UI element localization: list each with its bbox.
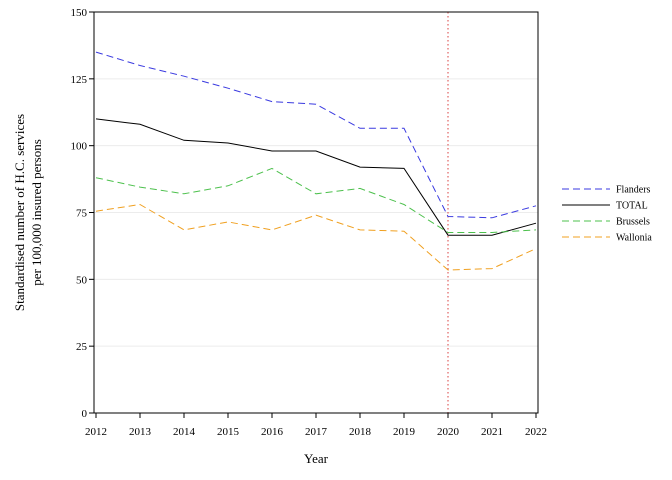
- y-tick-label: 75: [76, 208, 88, 220]
- y-tick-label: 0: [82, 408, 88, 420]
- x-tick-label: 2018: [349, 426, 372, 438]
- legend-label-total: TOTAL: [616, 201, 648, 212]
- series-line-flanders: [95, 51, 537, 219]
- y-tick-label: 125: [71, 74, 88, 86]
- x-tick-label: 2015: [217, 426, 240, 438]
- y-tick-label: 150: [71, 7, 88, 19]
- x-axis-title: Year: [304, 451, 329, 466]
- x-tick-label: 2021: [481, 426, 503, 438]
- series-line-brussels: [95, 167, 537, 233]
- y-axis-title-line-2: per 100,000 insured persons: [29, 139, 44, 286]
- y-axis-title-line-1: Standardised number of H.C. services: [12, 114, 27, 311]
- x-tick-label: 2022: [525, 426, 547, 438]
- y-tick-label: 25: [76, 341, 88, 353]
- x-tick-label: 2016: [261, 426, 284, 438]
- legend: Flanders TOTAL Brussels Wallonia: [562, 185, 652, 244]
- y-axis-title: Standardised number of H.C. services per…: [12, 114, 44, 311]
- x-tick-label: 2019: [393, 426, 416, 438]
- legend-label-wallonia: Wallonia: [616, 233, 652, 244]
- x-tick-label: 2020: [437, 426, 460, 438]
- series-layer: [95, 51, 537, 271]
- series-line-total: [95, 118, 537, 236]
- legend-label-flanders: Flanders: [616, 185, 651, 196]
- y-axis: 0 25 50 75 100 125 150: [71, 7, 94, 420]
- y-tick-label: 100: [71, 141, 88, 153]
- x-tick-label: 2013: [129, 426, 152, 438]
- y-tick-label: 50: [76, 274, 88, 286]
- x-tick-label: 2012: [85, 426, 107, 438]
- x-axis: 2012 2013 2014 2015 2016 2017 2018 2019 2020 2021…: [85, 413, 547, 438]
- x-tick-label: 2017: [305, 426, 328, 438]
- gridlines: [94, 78, 538, 347]
- x-tick-label: 2014: [173, 426, 196, 438]
- series-line-wallonia: [95, 203, 537, 271]
- legend-label-brussels: Brussels: [616, 217, 650, 228]
